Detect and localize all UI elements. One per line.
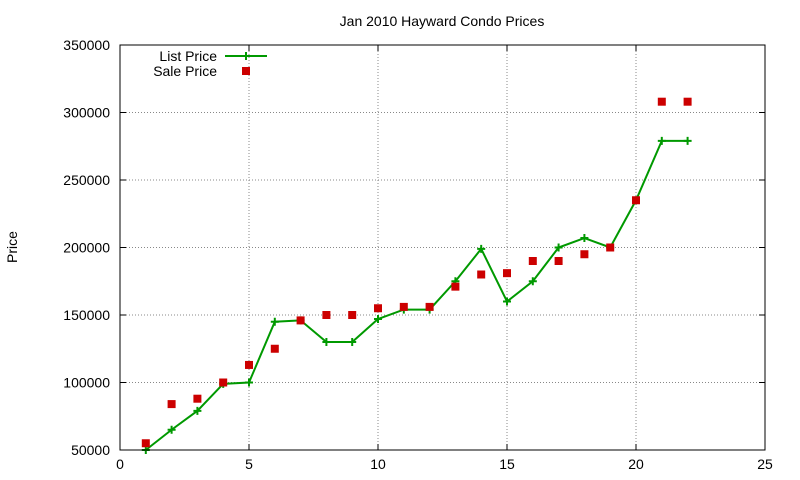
sale-price-point [451,282,460,291]
x-tick-label: 10 [370,456,386,472]
sale-price-point [270,344,279,353]
y-tick-label: 350000 [63,37,110,53]
y-tick-label: 250000 [63,172,110,188]
list-price-point [348,338,357,346]
list-price-point [193,406,202,415]
y-tick-label: 300000 [63,105,110,121]
y-tick-label: 150000 [63,307,110,323]
legend-marker-list-price [242,52,250,60]
y-tick-label: 200000 [63,240,110,256]
x-axis-ticks: 0 5 10 15 20 25 [116,45,773,472]
list-price-point [528,277,537,286]
y-tick-label: 50000 [71,442,110,458]
list-price-point [167,425,176,434]
x-tick-label: 15 [499,456,515,472]
list-price-point [683,136,692,145]
sale-price-point [528,257,537,265]
legend: List Price Sale Price [153,48,267,79]
list-price-point [270,317,279,326]
sale-price-point [245,360,253,369]
sale-price-point [167,400,176,409]
y-axis-label: Price [4,231,20,263]
x-tick-label: 25 [757,456,773,472]
sale-price-point [296,316,305,325]
list-price-point [374,315,382,324]
list-price-point [554,243,563,252]
series-layer [141,97,692,454]
sale-price-point [606,243,615,252]
plot-frame [119,44,766,451]
sale-price-point [632,196,640,205]
sale-price-point [554,257,563,265]
sale-price-point [141,439,150,448]
sale-price-point [477,270,486,279]
x-tick-label: 0 [116,456,124,472]
sale-price-point [348,311,357,319]
list-price-point [580,234,589,243]
grid-lines [120,45,765,450]
sale-price-point [580,250,589,259]
x-tick-label: 20 [628,456,644,472]
sale-price-point [683,97,692,106]
y-axis-ticks: 50000 100000 150000 200000 250000 300000 35000… [63,37,765,458]
legend-swatch-sale-price [242,67,250,75]
y-tick-label: 100000 [63,375,110,391]
sale-price-point [425,302,434,311]
sale-price-point [399,302,408,311]
list-price-point [477,244,486,253]
x-tick-label: 5 [245,456,253,472]
sale-price-point [322,311,331,319]
sale-price-point [657,97,666,106]
list-price-point [245,378,253,387]
list-price-point [322,338,331,346]
list-price-line [145,139,688,451]
list-price-point [503,297,511,306]
sale-price-point [193,394,202,403]
legend-label-sale-price: Sale Price [153,63,217,79]
sale-price-point [374,304,382,313]
sale-price-point [503,269,511,278]
sale-price-point [219,378,228,387]
chart-title: Jan 2010 Hayward Condo Prices [340,13,545,29]
list-price-point [657,136,666,145]
legend-label-list-price: List Price [159,48,217,64]
